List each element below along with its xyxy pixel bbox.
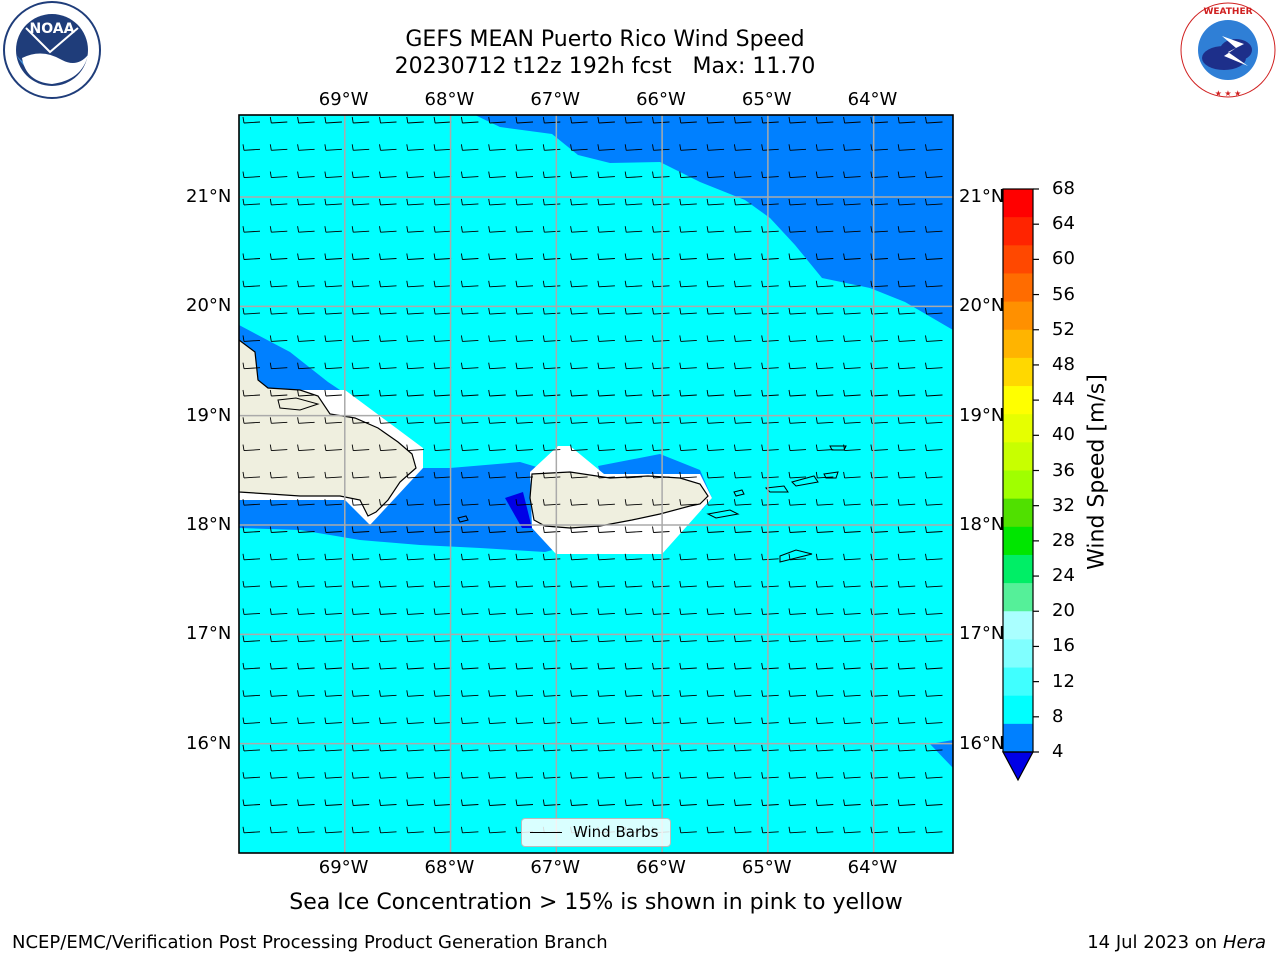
colorbar-segment-9 — [1003, 442, 1033, 471]
calm-region — [505, 492, 532, 528]
colorbar-segment-3 — [1003, 273, 1033, 303]
colorbar-segment-18 — [1003, 695, 1033, 725]
nws-logo: WEATHER ★ ★ ★ — [1180, 2, 1276, 98]
lon-label-bottom-2: 67°W — [530, 857, 581, 878]
lon-label-bottom-0: 69°W — [318, 857, 369, 878]
colorbar-segment-10 — [1003, 470, 1033, 500]
colorbar-tick-label-7: 40 — [1052, 424, 1075, 446]
colorbar-segment-13 — [1003, 554, 1033, 584]
colorbar-segment-11 — [1003, 498, 1033, 528]
colorbar-segment-5 — [1003, 329, 1033, 359]
lat-label-right-1: 20°N — [959, 295, 1005, 317]
colorbar — [1001, 188, 1039, 782]
wind-barbs — [242, 116, 943, 834]
map-gridlines — [239, 115, 953, 853]
footer-machine: Hera — [1222, 932, 1266, 953]
lat-label-left-5: 16°N — [186, 732, 232, 754]
colorbar-tick-label-0: 68 — [1052, 178, 1075, 199]
land-hispaniola — [239, 339, 417, 517]
chart-subtitle: 20230712 t12z 192h fcst Max: 11.70 — [394, 54, 816, 79]
legend-line-sample — [530, 832, 562, 833]
colorbar-segment-4 — [1003, 301, 1033, 331]
colorbar-segment-19 — [1003, 723, 1033, 753]
colorbar-segment-17 — [1003, 667, 1033, 697]
colorbar-segment-7 — [1003, 386, 1033, 415]
colorbar-tick-label-6: 44 — [1052, 389, 1075, 411]
footer-organization: NCEP/EMC/Verification Post Processing Pr… — [12, 932, 608, 953]
footer-date-text: 14 Jul 2023 on — [1087, 932, 1223, 953]
colorbar-segment-15 — [1003, 611, 1033, 640]
lon-label-top-1: 68°W — [424, 89, 475, 110]
land-puerto-rico — [529, 471, 709, 529]
lon-label-top-0: 69°W — [318, 89, 369, 110]
lat-label-right-4: 17°N — [959, 623, 1005, 645]
colorbar-tick-label-3: 56 — [1052, 283, 1075, 305]
weak-wind-region-north — [475, 115, 953, 330]
lat-label-right-5: 16°N — [959, 732, 1005, 754]
colorbar-segment-16 — [1003, 639, 1033, 669]
colorbar-tick-label-11: 24 — [1052, 565, 1075, 587]
lat-label-left-2: 19°N — [186, 404, 232, 426]
chart-title: GEFS MEAN Puerto Rico Wind Speed — [405, 27, 805, 52]
colorbar-tick-label-14: 12 — [1052, 670, 1075, 692]
colorbar-tick-label-10: 28 — [1052, 529, 1075, 551]
lon-label-bottom-3: 66°W — [636, 857, 686, 878]
lon-label-top-3: 66°W — [636, 89, 686, 110]
sea-ice-note: Sea Ice Concentration > 15% is shown in … — [289, 890, 903, 915]
lat-label-right-3: 18°N — [959, 514, 1005, 535]
lat-label-right-2: 19°N — [959, 404, 1005, 426]
colorbar-segment-8 — [1003, 414, 1033, 443]
colorbar-tick-label-13: 16 — [1052, 635, 1075, 657]
colorbar-tick-label-16: 4 — [1052, 741, 1064, 762]
colorbar-segment-12 — [1003, 526, 1033, 556]
svg-text:NOAA: NOAA — [30, 21, 75, 37]
lon-label-top-5: 64°W — [847, 89, 898, 110]
colorbar-tick-label-2: 60 — [1052, 248, 1075, 270]
lat-label-left-3: 18°N — [186, 514, 232, 535]
colorbar-segment-2 — [1003, 245, 1033, 274]
footer-date: 14 Jul 2023 on Hera — [1087, 932, 1266, 953]
colorbar-segment-14 — [1003, 583, 1033, 612]
weak-wind-region-west — [239, 325, 346, 395]
colorbar-tick-label-9: 32 — [1052, 494, 1075, 516]
lon-label-bottom-5: 64°W — [847, 857, 898, 878]
colorbar-under-arrow — [1001, 751, 1035, 782]
lon-label-top-4: 65°W — [741, 89, 792, 110]
noaa-logo: NOAA — [3, 1, 101, 99]
svg-text:★ ★ ★: ★ ★ ★ — [1215, 89, 1242, 98]
lat-label-left-1: 20°N — [186, 295, 232, 317]
lon-label-bottom-1: 68°W — [424, 857, 475, 878]
legend-label: Wind Barbs — [573, 823, 659, 841]
colorbar-tick-label-8: 36 — [1052, 459, 1075, 481]
map-legend: Wind Barbs — [521, 818, 671, 847]
colorbar-segment-1 — [1003, 217, 1033, 246]
colorbar-tick-label-15: 8 — [1052, 705, 1064, 727]
colorbar-segment-6 — [1003, 357, 1033, 387]
lon-label-top-2: 67°W — [530, 89, 581, 110]
lat-label-left-4: 17°N — [186, 623, 232, 645]
lat-label-left-0: 21°N — [186, 186, 232, 207]
colorbar-tick-label-5: 48 — [1052, 353, 1075, 375]
map-frame — [238, 114, 954, 854]
lat-label-right-0: 21°N — [959, 186, 1005, 207]
colorbar-tick-label-4: 52 — [1052, 318, 1075, 340]
svg-text:WEATHER: WEATHER — [1203, 7, 1252, 17]
colorbar-title: Wind Speed [m/s] — [1084, 374, 1110, 570]
colorbar-tick-label-1: 64 — [1052, 213, 1075, 235]
lon-label-bottom-4: 65°W — [741, 857, 792, 878]
colorbar-tick-label-12: 20 — [1052, 600, 1075, 622]
colorbar-segment-0 — [1003, 189, 1033, 218]
wind-barb-field — [242, 116, 943, 834]
